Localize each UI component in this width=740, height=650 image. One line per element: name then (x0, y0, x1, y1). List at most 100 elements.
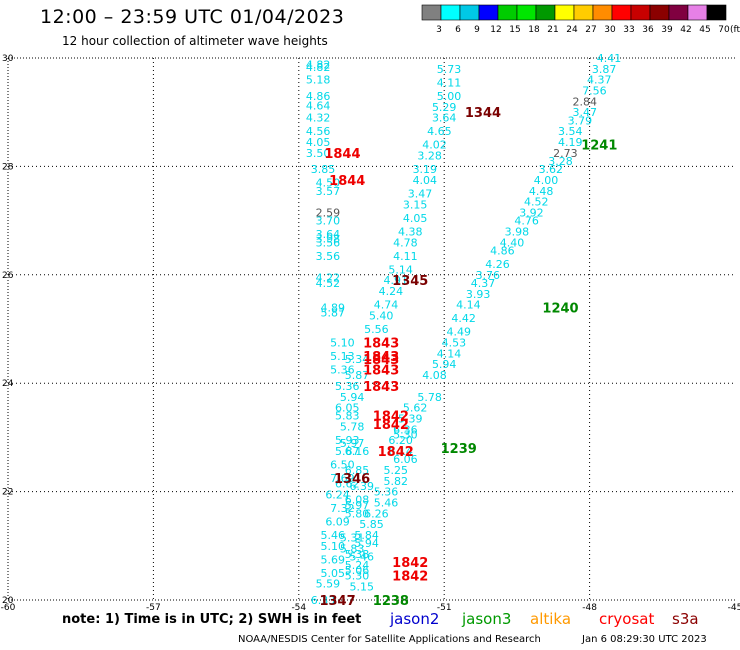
wave-height-value: 4.86 (490, 244, 515, 257)
wave-height-value: 5.94 (432, 358, 457, 371)
scale-label: 27 (585, 25, 596, 35)
pass-time-label: 1844 (324, 147, 360, 162)
scale-label: 30 (604, 25, 616, 35)
wave-height-value: 4.11 (393, 250, 418, 263)
wave-height-value: 5.40 (369, 309, 394, 322)
wave-height-value: 4.41 (597, 52, 622, 65)
wave-height-value: 3.50 (306, 147, 331, 160)
wave-height-value: 6.24 (325, 488, 350, 501)
legend-s3a: s3a (672, 610, 699, 628)
wave-height-value: 4.11 (437, 76, 462, 89)
wave-height-value: 3.28 (548, 155, 573, 168)
wave-height-value: 3.28 (417, 150, 442, 163)
wave-height-value: 5.29 (432, 101, 457, 114)
legend-jason3: jason3 (462, 610, 512, 628)
x-tick-label: -48 (582, 603, 597, 612)
wave-height-value: 5.10 (330, 337, 355, 350)
wave-height-value: 3.56 (316, 250, 341, 263)
footer-timestamp: Jan 6 08:29:30 UTC 2023 (582, 634, 707, 645)
wave-height-value: 4.53 (442, 337, 467, 350)
wave-height-value: 5.83 (335, 410, 360, 423)
wave-height-value: 4.65 (427, 125, 452, 138)
wave-height-value: 4.78 (393, 236, 418, 249)
wave-height-value: 2.73 (553, 147, 578, 160)
y-tick-label: 28 (2, 162, 14, 172)
wave-height-value: 4.04 (413, 174, 438, 187)
wave-height-value: 4.37 (587, 74, 612, 87)
wave-height-value: 5.10 (320, 540, 345, 553)
wave-height-value: 6.09 (325, 515, 350, 528)
pass-time-label: 1345 (392, 274, 428, 289)
pass-time-label: 1843 (363, 337, 399, 352)
wave-height-value: 5.13 (330, 350, 355, 363)
wave-height-value: 3.54 (558, 125, 583, 138)
wave-height-value: 5.36 (335, 380, 360, 393)
wave-height-value: 4.52 (524, 196, 549, 209)
wave-height-value: 3.64 (316, 228, 341, 241)
pass-time-label: 1843 (363, 380, 399, 395)
wave-height-value: 4.56 (306, 125, 331, 138)
pass-time-label: 1241 (581, 139, 617, 154)
page-subtitle: 12 hour collection of altimeter wave hei… (62, 34, 328, 48)
wave-height-value: 4.05 (306, 136, 331, 149)
wave-height-value: 6.62 (335, 477, 360, 490)
wave-height-value: 4.76 (514, 215, 539, 228)
wave-height-value: 3.19 (413, 163, 438, 176)
wave-height-value: 2.84 (573, 95, 598, 108)
wave-height-value: 5.59 (316, 578, 341, 591)
wave-height-value: 5.97 (340, 437, 365, 450)
wave-height-value: 5.87 (335, 445, 360, 458)
wave-height-value: 3.87 (592, 63, 617, 76)
wave-height-value: 6.39 (350, 480, 375, 493)
pass-time-label: 1239 (441, 442, 477, 457)
wave-height-value: 6.26 (364, 507, 389, 520)
wave-height-value: 6.33 (311, 594, 336, 607)
wave-height-value: 5.94 (354, 537, 379, 550)
wave-height-value: 5.94 (340, 391, 365, 404)
wave-height-value: 3.92 (519, 206, 544, 219)
wave-height-value: 3.56 (316, 236, 341, 249)
wave-height-value: 3.98 (505, 225, 530, 238)
wave-height-value: 3.98 (316, 232, 341, 245)
wave-height-value: 6.36 (393, 423, 418, 436)
wave-height-value: 5.36 (330, 364, 355, 377)
x-tick-label: -45 (728, 603, 740, 612)
wave-height-value: 5.34 (345, 353, 370, 366)
wave-height-value: 4.38 (398, 225, 423, 238)
footer-note: note: 1) Time is in UTC; 2) SWH is in fe… (62, 612, 362, 627)
wave-height-value: 3.79 (568, 114, 593, 127)
wave-height-value: 6.50 (330, 459, 355, 472)
wave-height-value: 5.46 (320, 529, 345, 542)
wave-height-value: 4.37 (471, 277, 496, 290)
wave-height-value: 4.32 (306, 112, 331, 125)
wave-height-value: 5.78 (340, 421, 365, 434)
pass-time-label: 1347 (319, 594, 355, 609)
wave-height-value: 5.31 (340, 532, 365, 545)
wave-height-value: 3.64 (432, 112, 457, 125)
wave-height-value: 4.52 (316, 277, 341, 290)
x-tick-label: -60 (1, 603, 16, 612)
wave-height-value: 6.85 (345, 464, 370, 477)
wave-height-value: 5.36 (374, 486, 399, 499)
wave-height-value: 5.87 (320, 307, 345, 320)
scale-label: 70 (718, 25, 730, 35)
pass-time-label: 1843 (363, 364, 399, 379)
wave-height-value: 4.19 (558, 136, 583, 149)
wave-height-value: 4.05 (403, 212, 428, 225)
wave-height-value: 4.82 (306, 59, 331, 72)
scale-label: 12 (490, 25, 501, 35)
wave-height-value: 4.26 (485, 258, 510, 271)
wave-height-value: 6.20 (388, 434, 413, 447)
wave-height-value: 3.47 (573, 106, 598, 119)
pass-time-label: 1238 (373, 594, 409, 609)
wave-height-value: 5.97 (345, 499, 370, 512)
wave-height-value: 3.76 (476, 269, 501, 282)
wave-height-value: 4.86 (306, 90, 331, 103)
legend-jason2: jason2 (390, 610, 440, 628)
wave-height-value: 6.14 (388, 445, 413, 458)
wave-height-value: 5.39 (398, 412, 423, 425)
scale-label: 33 (623, 25, 634, 35)
wave-height-value: 3.93 (466, 288, 491, 301)
page-title: 12:00 – 23:59 UTC 01/04/2023 (40, 6, 345, 28)
